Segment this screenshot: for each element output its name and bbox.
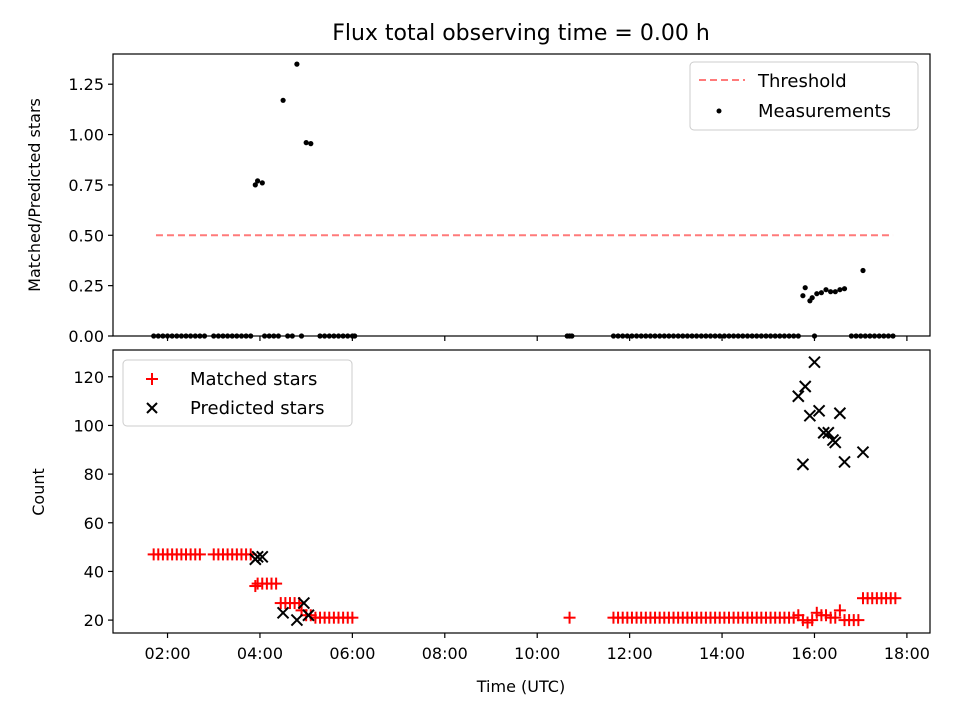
legend-threshold-label: Threshold — [757, 71, 847, 92]
legend-matched-label: Matched stars — [190, 369, 317, 390]
matched-star-marker — [346, 611, 359, 624]
top-x-ticks — [166, 336, 908, 341]
top-y-tick-label: 1.25 — [68, 75, 104, 94]
measurement-point — [823, 287, 829, 293]
measurement-point — [303, 140, 309, 146]
chart-title: Flux total observing time = 0.00 h — [332, 21, 710, 46]
measurement-point — [828, 289, 834, 295]
matched-star-marker — [833, 604, 846, 617]
predicted-star-marker — [812, 404, 826, 418]
predicted-star-marker — [251, 550, 264, 564]
top-legend-frame — [689, 61, 919, 131]
matched-star-marker — [806, 614, 819, 627]
bottom-x-axis-label: Time (UTC) — [476, 677, 565, 696]
bottom-x-ticks: 02:00 04:00 06:00 08:00 10:00 12:00 14:00 16:00… — [144, 633, 930, 663]
measurement-point — [814, 291, 820, 297]
bottom-y-tick-label: 80 — [84, 465, 104, 484]
bottom-x-tick-label: 04:00 — [237, 644, 283, 663]
predicted-star-marker — [302, 609, 315, 622]
top-panel: 0.00 0.25 0.50 0.75 1.00 1.25 Matched/Predict… — [25, 53, 931, 346]
legend-predicted-swatch — [146, 402, 158, 414]
bottom-y-ticks: 20 40 60 80 100 120 — [73, 368, 113, 630]
measurement-point — [800, 293, 806, 299]
predicted-star-marker — [829, 436, 842, 449]
measurement-point — [294, 61, 300, 67]
bottom-x-tick-label: 08:00 — [422, 644, 468, 663]
matched-star-marker — [249, 580, 262, 593]
measurement-point — [832, 289, 838, 295]
predicted-star-marker — [856, 445, 870, 459]
bottom-x-tick-label: 16:00 — [791, 644, 837, 663]
measurement-point — [837, 287, 843, 293]
predicted-star-marker — [796, 458, 810, 471]
measurement-point — [252, 182, 258, 188]
predicted-star-marker — [256, 550, 269, 564]
measurement-point — [809, 295, 815, 301]
bottom-x-tick-label: 14:00 — [699, 644, 745, 663]
bottom-legend: Matched stars Predicted stars — [122, 359, 353, 427]
predicted-star-marker — [799, 380, 812, 393]
top-y-tick-label: 0.75 — [68, 176, 104, 195]
matched-star-marker — [193, 548, 206, 561]
bottom-y-axis-label: Count — [29, 468, 48, 516]
legend-measurements-label: Measurements — [758, 101, 891, 122]
top-y-tick-label: 0.25 — [68, 277, 104, 296]
bottom-legend-frame — [122, 359, 353, 427]
measurement-point — [802, 285, 808, 291]
predicted-star-marker — [817, 426, 830, 439]
bottom-x-tick-label: 18:00 — [884, 644, 930, 663]
matched-star-marker — [563, 611, 576, 624]
top-y-tick-label: 0.00 — [68, 327, 104, 346]
top-y-ticks: 0.00 0.25 0.50 0.75 1.00 1.25 — [68, 75, 113, 346]
measurement-point — [259, 180, 265, 186]
top-y-tick-label: 0.50 — [68, 226, 104, 245]
top-axes-frame — [112, 53, 931, 337]
measurement-point — [308, 141, 314, 147]
bottom-y-tick-label: 40 — [84, 562, 104, 581]
predicted-star-marker — [276, 606, 290, 620]
predicted-star-marker — [290, 613, 304, 627]
top-y-axis-label: Matched/Predicted stars — [25, 98, 44, 292]
top-y-tick-label: 1.00 — [68, 126, 104, 145]
matched-star-marker — [270, 577, 283, 590]
matched-star-marker — [852, 614, 865, 627]
top-legend: Threshold Measurements — [689, 61, 919, 131]
measurement-point — [841, 286, 848, 292]
bottom-y-tick-label: 20 — [84, 611, 104, 630]
predicted-star-marker — [822, 426, 835, 439]
bottom-x-tick-label: 02:00 — [144, 644, 190, 663]
bottom-marks — [147, 355, 902, 629]
predicted-star-marker — [297, 596, 311, 610]
bottom-x-tick-label: 12:00 — [607, 644, 653, 663]
bottom-x-tick-label: 06:00 — [329, 644, 375, 663]
measurement-point — [860, 267, 866, 274]
predicted-star-marker — [803, 409, 817, 422]
bottom-y-tick-label: 120 — [73, 368, 104, 387]
matched-star-marker — [829, 611, 842, 624]
top-marks — [151, 61, 896, 339]
legend-measurements-swatch — [716, 108, 722, 114]
measurement-point — [818, 290, 825, 296]
bottom-y-tick-label: 60 — [84, 514, 104, 533]
bottom-y-tick-label: 100 — [73, 416, 104, 435]
bottom-x-tick-label: 10:00 — [514, 644, 560, 663]
predicted-star-marker — [808, 355, 821, 369]
bottom-panel: 20 40 60 80 100 120 02:00 04:00 06:00 08:00 10:00… — [29, 349, 931, 696]
legend-predicted-label: Predicted stars — [190, 398, 324, 419]
predicted-star-marker — [838, 455, 851, 469]
predicted-star-marker — [833, 407, 847, 420]
measurement-point — [280, 97, 286, 103]
matched-star-marker — [889, 592, 902, 605]
measurement-point — [255, 178, 261, 184]
legend-matched-swatch — [146, 373, 158, 385]
bottom-axes-frame — [112, 349, 931, 634]
predicted-star-marker — [792, 390, 805, 403]
